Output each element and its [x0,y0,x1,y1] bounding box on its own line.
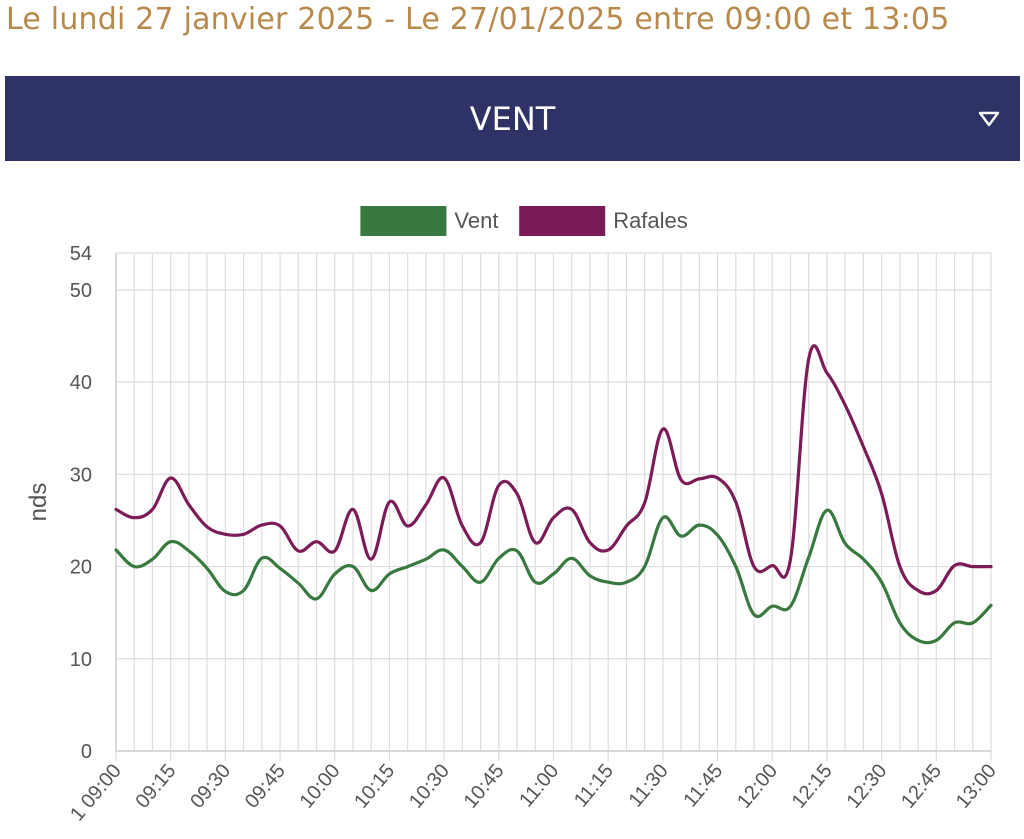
y-tick-label: 30 [70,464,92,486]
series-line-vent [114,508,993,645]
legend-swatch-rafales [519,206,606,236]
x-tick-label: 12:45 [897,760,946,812]
x-tick-label: 12:30 [842,760,891,812]
page-title: Le lundi 27 janvier 2025 - Le 27/01/2025… [6,2,950,37]
x-tick-label: 12:00 [733,760,782,812]
x-tick-label: 09:30 [186,760,235,812]
legend-label-vent: Vent [454,208,498,233]
section-title: VENT [469,100,556,138]
triangle-down-icon [978,111,1000,127]
x-tick-label: 09:45 [241,760,290,812]
vent-section-toggle[interactable]: VENT [5,76,1020,161]
y-tick-label: 20 [70,557,92,579]
x-tick-label: 11:30 [625,760,673,811]
x-tick-label: 10:30 [405,760,454,812]
wind-chart: 0 10 20 30 40 50 54 1 09:00 09:15 09:30 09:45 10:00… [25,206,1001,825]
y-axis-label: nds [25,483,52,522]
y-tick-label: 0 [81,741,92,763]
x-tick-label: 10:45 [460,760,509,812]
x-tick-label: 12:15 [788,760,837,812]
y-tick-label: 10 [70,649,92,671]
x-tick-label: 11:15 [570,760,618,811]
series-line-rafales [114,344,993,596]
x-tick-label: 13:00 [952,760,1001,812]
x-tick-label: 10:15 [350,760,399,812]
y-tick-label: 50 [70,280,92,302]
legend-label-rafales: Rafales [613,208,688,233]
x-tick-label: 10:00 [296,760,345,812]
x-tick-label: 09:15 [131,760,180,812]
legend-swatch-vent [360,206,447,236]
x-tick-label: 11:00 [515,760,563,811]
x-tick-label: 11:45 [679,760,727,811]
y-tick-label: 40 [70,372,92,394]
y-tick-label: 54 [70,243,92,265]
x-tick-label: 1 09:00 [66,760,126,825]
